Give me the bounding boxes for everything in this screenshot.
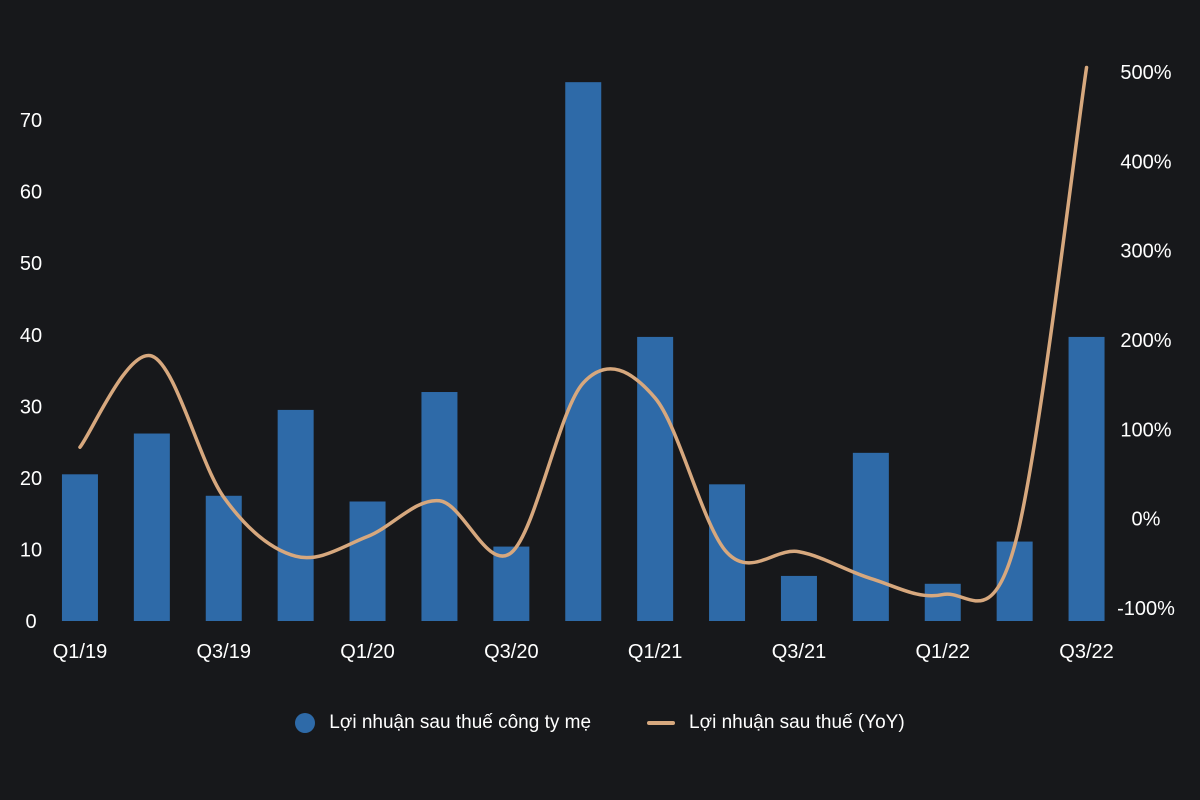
x-tick-label: Q3/20 — [484, 641, 538, 663]
legend-line-label: Lợi nhuận sau thuế (YoY) — [689, 712, 905, 733]
y-left-tick-label: 70 — [20, 110, 42, 132]
x-tick-label: Q3/21 — [772, 641, 826, 663]
bar-Q4/20[interactable] — [565, 82, 602, 622]
y-axis-right: -100% 0% 100% 200% 300% 400% 500% — [1117, 62, 1175, 620]
legend-bar-label: Lợi nhuận sau thuế công ty mẹ — [329, 712, 592, 733]
y-left-tick-label: 50 — [20, 253, 42, 275]
bar-Q1/22[interactable] — [924, 583, 961, 621]
bar-Q3/20[interactable] — [493, 546, 530, 621]
bar-Q1/21[interactable] — [637, 336, 674, 621]
legend-item-bar[interactable]: Lợi nhuận sau thuế công ty mẹ — [295, 712, 591, 734]
y-right-tick-label: 400% — [1120, 151, 1171, 173]
y-left-tick-label: 10 — [20, 539, 42, 561]
y-left-tick-label: 20 — [20, 468, 42, 490]
line-series — [78, 65, 1089, 603]
legend-item-line[interactable]: Lợi nhuận sau thuế (YoY) — [647, 712, 905, 734]
bar-Q1/19[interactable] — [61, 474, 98, 621]
y-left-tick-label: 30 — [20, 396, 42, 418]
y-right-tick-label: 300% — [1120, 241, 1171, 263]
y-left-tick-label: 40 — [20, 325, 42, 347]
y-axis-left: 0 10 20 30 40 50 60 70 — [20, 110, 42, 633]
x-tick-label: Q3/19 — [197, 641, 251, 663]
bar-Q2/19[interactable] — [133, 433, 170, 621]
bar-Q3/21[interactable] — [780, 575, 817, 621]
x-tick-label: Q1/20 — [340, 641, 394, 663]
bar-Q4/19[interactable] — [277, 409, 314, 621]
y-left-tick-label: 0 — [25, 611, 36, 633]
bar-Q4/21[interactable] — [852, 452, 889, 621]
x-tick-label: Q3/22 — [1059, 641, 1113, 663]
yoy-line[interactable] — [78, 65, 1089, 603]
y-right-tick-label: -100% — [1117, 598, 1175, 620]
x-tick-label: Q1/19 — [53, 641, 107, 663]
y-right-tick-label: 500% — [1120, 62, 1171, 84]
legend-line-marker — [647, 721, 676, 725]
x-axis: Q1/19 Q3/19 Q1/20 Q3/20 Q1/21 Q3/21 Q1/22 Q3/22 — [53, 641, 1114, 663]
combo-chart: 0 10 20 30 40 50 60 70 -100% 0% 100% 200% 300% 400% 5… — [20, 62, 1175, 663]
legend-bar-marker — [295, 713, 316, 733]
bar-Q3/19[interactable] — [205, 495, 242, 621]
y-left-tick-label: 60 — [20, 182, 42, 204]
x-tick-label: Q1/22 — [916, 641, 970, 663]
y-right-tick-label: 200% — [1120, 330, 1171, 352]
bar-series — [61, 82, 1105, 622]
bar-Q3/22[interactable] — [1068, 336, 1105, 621]
y-right-tick-label: 0% — [1132, 509, 1161, 531]
x-tick-label: Q1/21 — [628, 641, 682, 663]
legend: Lợi nhuận sau thuế công ty mẹ Lợi nhuận … — [0, 712, 1200, 734]
y-right-tick-label: 100% — [1120, 419, 1171, 441]
bar-Q1/20[interactable] — [349, 501, 386, 621]
